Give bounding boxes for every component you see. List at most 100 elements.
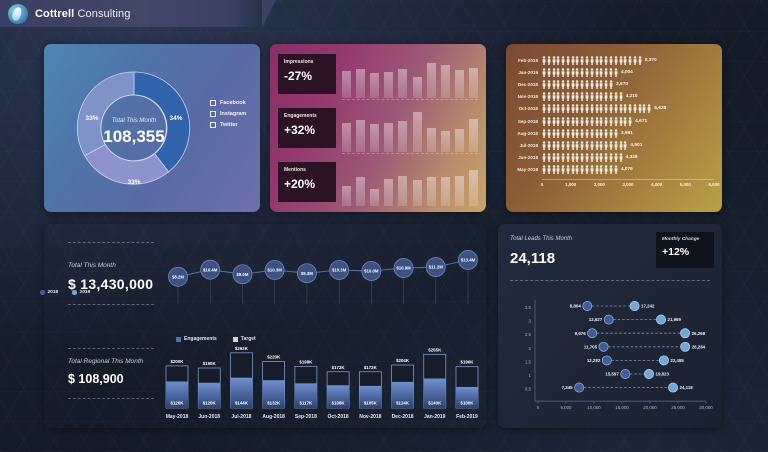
brand-name-light: Consulting xyxy=(77,7,131,20)
legend-item-instagram[interactable]: Instagram xyxy=(210,111,246,117)
kpi-badge-impressions[interactable]: Impressions -27% xyxy=(278,54,336,94)
kpi-bar xyxy=(412,112,422,152)
dumbbell-row[interactable]: 8,804 17,242 xyxy=(570,301,655,311)
revenue-data-point[interactable]: $11.2M xyxy=(425,257,446,304)
revenue-data-point[interactable]: $9.0M xyxy=(232,264,253,304)
dumbbell-row[interactable]: 7,345 24,118 xyxy=(562,382,694,393)
pictogram-rows: Feb-2019 5,370 Jan-2019 4,004 Dec-2018 3,670 N… xyxy=(510,54,714,176)
dumbbell-x-tick: 20,000 xyxy=(643,405,657,410)
legend-item-engagements[interactable]: Engagements xyxy=(176,336,217,342)
revenue-data-point[interactable]: $10.3M xyxy=(329,260,350,305)
pictogram-row[interactable]: May-2018 4,076 xyxy=(510,164,714,176)
revenue-data-point[interactable]: $9.3M xyxy=(296,263,317,304)
social-followers-card: 34% 33% 33% Total This Month 108,355 Fac… xyxy=(44,44,260,212)
person-icon xyxy=(561,92,565,102)
revenue-data-point[interactable]: $13.4M xyxy=(458,250,478,304)
person-icon xyxy=(619,141,622,150)
monthly-change-badge[interactable]: Monthly Change +12% xyxy=(656,232,714,268)
kpi-sparkbars-impressions xyxy=(342,52,478,98)
person-icon xyxy=(590,153,594,163)
person-icon xyxy=(576,141,579,150)
engagement-bar-group[interactable]: $172K $105K Nov-2018 xyxy=(358,365,382,420)
engagement-bar-group[interactable]: $172K $108K Oct-2018 xyxy=(326,365,350,420)
kpi-bar xyxy=(440,64,450,98)
engagement-bar-group[interactable]: $262K $144K Jul-2018 xyxy=(230,346,253,420)
person-icon xyxy=(552,116,556,126)
pictogram-row[interactable]: Jun-2018 4,329 xyxy=(510,152,714,164)
engagement-bar-group[interactable]: $255K $140K Jan-2019 xyxy=(423,347,447,420)
pictogram-axis-tick: 1,000 xyxy=(565,181,577,187)
pictogram-row[interactable]: Sep-2018 4,671 xyxy=(510,115,714,127)
engagement-bar-group[interactable]: $190K $120K Jun-2018 xyxy=(197,361,221,420)
dumbbell-row[interactable]: 15,597 19,823 xyxy=(605,369,669,379)
person-icon xyxy=(566,128,570,138)
pictogram-row[interactable]: Jan-2019 4,004 xyxy=(510,66,714,78)
dumbbell-row[interactable]: 12,627 21,969 xyxy=(589,314,682,325)
kpi-bar xyxy=(398,175,408,206)
kpi-bar xyxy=(384,123,394,152)
legend-item-2019[interactable]: 2019 xyxy=(72,290,90,295)
kpi-badge-engagements[interactable]: Engagements +32% xyxy=(278,108,336,148)
pictogram-row[interactable]: Feb-2019 5,370 xyxy=(510,54,714,66)
pictogram-row[interactable]: Aug-2018 3,991 xyxy=(510,127,714,139)
donut-slice-facebook[interactable] xyxy=(133,71,191,173)
legend-item-twitter[interactable]: Twitter xyxy=(210,122,246,128)
pictogram-row-value: 4,004 xyxy=(620,69,633,75)
person-icon xyxy=(547,165,551,175)
person-icon xyxy=(547,80,551,89)
bar-month-label: Aug-2018 xyxy=(262,414,285,420)
person-icon xyxy=(556,68,560,77)
pictogram-row[interactable]: Dec-2018 3,670 xyxy=(510,78,714,90)
pictogram-row[interactable]: Nov-2018 4,210 xyxy=(510,91,714,103)
person-icon xyxy=(576,92,579,102)
bar-month-label: May-2018 xyxy=(166,414,189,420)
person-icon xyxy=(585,80,589,89)
person-icon xyxy=(609,92,613,102)
person-icon xyxy=(547,153,551,163)
dumbbell-x-tick: 25,000 xyxy=(671,405,685,410)
dumbbell-row[interactable]: 11,705 26,284 xyxy=(584,341,706,352)
dumbbell-x-tick: 30,000 xyxy=(699,405,713,410)
person-icon xyxy=(609,128,613,138)
pictogram-row[interactable]: Jul-2018 4,501 xyxy=(510,139,714,151)
donut-pct-facebook: 34% xyxy=(169,115,182,122)
person-icon xyxy=(542,141,546,150)
legend-item-2018[interactable]: 2018 xyxy=(40,290,58,295)
legend-label-engagements: Engagements xyxy=(184,336,217,342)
revenue-data-point[interactable]: $8.2M xyxy=(168,266,188,304)
dumbbell-row[interactable]: 9,676 26,268 xyxy=(575,328,706,339)
legend-item-facebook[interactable]: Facebook xyxy=(210,100,246,106)
dumbbell-row[interactable]: 12,282 22,485 xyxy=(587,355,685,366)
monthly-change-caption: Monthly Change xyxy=(662,237,700,242)
revenue-point-label: $9.3M xyxy=(301,271,313,276)
revenue-data-point[interactable]: $10.9M xyxy=(393,258,414,304)
person-icon xyxy=(590,55,594,65)
kpi-bar xyxy=(468,118,478,152)
revenue-data-point[interactable]: $10.4M xyxy=(200,259,221,304)
legend-item-target[interactable]: Target xyxy=(232,336,256,342)
bar-month-label: Jul-2018 xyxy=(231,414,251,420)
person-icon xyxy=(580,141,584,150)
pictogram-row[interactable]: Oct-2018 5,628 xyxy=(510,103,714,115)
pictogram-icons xyxy=(542,116,632,126)
engagement-bar-group[interactable]: $220K $132K Aug-2018 xyxy=(262,355,285,420)
leads-card: Total Leads This Month 24,118 Monthly Ch… xyxy=(498,224,722,428)
pictogram-icons xyxy=(542,104,651,114)
person-icon xyxy=(600,165,603,175)
revenue-data-point[interactable]: $10.0M xyxy=(361,261,382,304)
engagement-bar-group[interactable]: $200K $126K May-2018 xyxy=(165,359,189,420)
person-icon xyxy=(576,165,579,175)
legend-label-target: Target xyxy=(240,336,256,342)
engagement-bar-group[interactable]: $198K $117K Sep-2018 xyxy=(294,359,318,420)
kpi-sparkbars-engagements xyxy=(342,106,478,152)
bar-month-label: Feb-2019 xyxy=(456,414,478,420)
engagement-bar-group[interactable]: $204K $124K Dec-2018 xyxy=(391,358,414,420)
pictogram-axis-tick: 6,000 xyxy=(708,181,720,187)
revenue-data-point[interactable]: $10.3M xyxy=(264,260,285,305)
revenue-point-label: $11.2M xyxy=(429,265,444,270)
kpi-bar xyxy=(370,188,380,206)
divider-reg-top xyxy=(68,348,154,349)
kpi-badge-mentions[interactable]: Mentions +20% xyxy=(278,162,336,202)
engagement-bar-group[interactable]: $196K $100K Feb-2019 xyxy=(455,360,479,420)
